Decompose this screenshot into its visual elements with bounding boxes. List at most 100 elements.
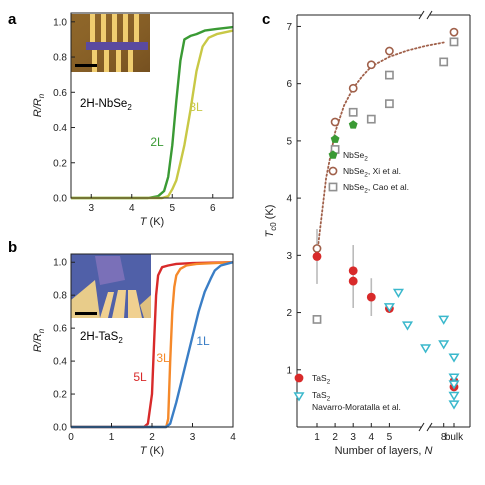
c-point-4 <box>392 288 404 298</box>
legend-entry-tas2: TaS2 <box>312 373 331 386</box>
c-point-4 <box>448 391 460 401</box>
c-ytick-label: 4 <box>286 194 292 205</box>
c-point-0 <box>330 134 340 143</box>
legend-entry-xi: NbSe2, Xi et al. <box>343 166 401 179</box>
panel-a-label: a <box>8 11 17 28</box>
c-point-2 <box>366 114 376 124</box>
b-series-label-1L: 1L <box>196 334 210 348</box>
a-series-label-2L: 2L <box>150 135 164 149</box>
c-ylabel: Tc0 (K) <box>264 205 278 238</box>
c-xtick-label: 2 <box>332 432 338 443</box>
a-series-3L <box>71 29 234 200</box>
a-xtick-label: 6 <box>210 203 216 214</box>
legend-tas2: TaS2 TaS2 Navarro-Moratalla et al. <box>293 373 401 412</box>
b-series-label-5L: 5L <box>133 370 147 384</box>
a-ytick-label: 0.6 <box>53 88 67 99</box>
panel-b-chart: 5L 3L 1L 2H-TaS2 0.0 0.2 0.4 0.6 0.8 1.0 0 1 2 3 4 T … <box>32 253 236 457</box>
c-break-mark <box>426 422 433 432</box>
a-ytick-label: 0.8 <box>53 53 67 64</box>
panel-b-sample-label: 2H-TaS2 <box>80 331 123 345</box>
c-point-2 <box>384 70 394 80</box>
b-ytick-label: 0.2 <box>53 390 67 401</box>
a-series-label-3L: 3L <box>189 100 203 114</box>
b-series-3L <box>71 261 234 429</box>
legend-entry-navarro-author: Navarro-Moratalla et al. <box>312 402 401 412</box>
b-ytick-label: 0.4 <box>53 357 67 368</box>
c-point-4 <box>420 344 432 354</box>
c-point-4 <box>438 315 450 325</box>
a-frame <box>70 12 234 199</box>
b-xtick-label: 4 <box>230 432 236 443</box>
b-series-5L <box>71 261 234 429</box>
c-point-2 <box>348 107 358 117</box>
b-xtick-label: 3 <box>190 432 196 443</box>
a-xtick-label: 3 <box>88 203 94 214</box>
c-point-3 <box>312 252 322 261</box>
a-xtick-label: 4 <box>129 203 135 214</box>
b-xlabel: T (K) <box>140 445 164 457</box>
c-xlabel: Number of layers, N <box>335 445 433 457</box>
c-ytick-label: 5 <box>286 136 292 147</box>
c-point-4 <box>448 380 460 390</box>
a-ytick-label: 1.0 <box>53 17 67 28</box>
panel-a-chart: 2L 3L 2H-NbSe2 0.0 0.2 0.4 0.6 0.8 1.0 3 4 5 6 T (K… <box>32 12 234 228</box>
legend-marker-2 <box>328 182 338 192</box>
c-point-3 <box>348 276 358 286</box>
c-xtick-label: 4 <box>369 432 375 443</box>
c-xtick-label: 5 <box>387 432 393 443</box>
c-point-4 <box>401 321 414 331</box>
c-ytick-label: 7 <box>286 22 292 33</box>
legend-entry-navarro: TaS2 <box>312 390 331 403</box>
a-xlabel: T (K) <box>140 216 164 228</box>
legend-nbse2: NbSe2 NbSe2, Xi et al. NbSe2, Cao et al. <box>328 150 409 195</box>
c-xtick-label: 3 <box>350 432 356 443</box>
a-ytick-label: 0.2 <box>53 158 67 169</box>
legend-marker-1 <box>328 166 338 176</box>
b-xtick-label: 0 <box>68 432 74 443</box>
c-point-1 <box>449 27 459 37</box>
c-point-0 <box>348 120 358 129</box>
a-xtick-label: 5 <box>169 203 175 214</box>
legend-marker-0 <box>328 150 338 159</box>
c-point-2 <box>312 315 322 324</box>
legend-entry-cao: NbSe2, Cao et al. <box>343 182 409 195</box>
a-ytick-label: 0.0 <box>53 194 67 205</box>
c-break-mark <box>426 10 433 20</box>
b-xtick-label: 2 <box>149 432 155 443</box>
c-point-1 <box>312 244 322 253</box>
b-ytick-label: 1.0 <box>53 258 67 269</box>
c-ytick-label: 2 <box>286 308 292 319</box>
c-point-4 <box>448 373 460 383</box>
c-ytick-label: 1 <box>286 365 292 376</box>
b-ytick-label: 0.6 <box>53 324 67 335</box>
c-break-mark <box>418 422 425 432</box>
c-point-2 <box>449 37 459 47</box>
panel-c-label: c <box>262 11 270 28</box>
c-xtick-label-bulk: bulk <box>445 432 464 443</box>
legend-marker-4 <box>293 392 305 402</box>
a-ytick-label: 0.4 <box>53 123 67 134</box>
c-ytick-label: 6 <box>286 79 292 90</box>
c-point-2 <box>439 57 449 67</box>
nbse2-device-image <box>71 14 150 72</box>
a-series-2L <box>71 25 234 200</box>
b-series-label-3L: 3L <box>156 351 170 365</box>
legend-marker-3 <box>294 373 304 383</box>
c-point-3 <box>348 266 358 276</box>
b-series-1L <box>71 261 234 429</box>
c-xtick-label: 8 <box>441 432 447 443</box>
c-point-4 <box>438 340 450 350</box>
legend-entry-nbse2: NbSe2 <box>343 150 368 163</box>
b-ylabel: R/Rn <box>32 328 46 352</box>
c-point-1 <box>330 117 340 127</box>
c-break-mark <box>418 10 425 20</box>
c-point-4 <box>383 303 395 313</box>
c-ytick-label: 3 <box>286 251 292 262</box>
b-ytick-label: 0.8 <box>53 291 67 302</box>
c-point-1 <box>348 83 358 93</box>
c-point-1 <box>384 46 394 56</box>
b-xtick-label: 1 <box>109 432 115 443</box>
c-point-4 <box>448 400 460 410</box>
